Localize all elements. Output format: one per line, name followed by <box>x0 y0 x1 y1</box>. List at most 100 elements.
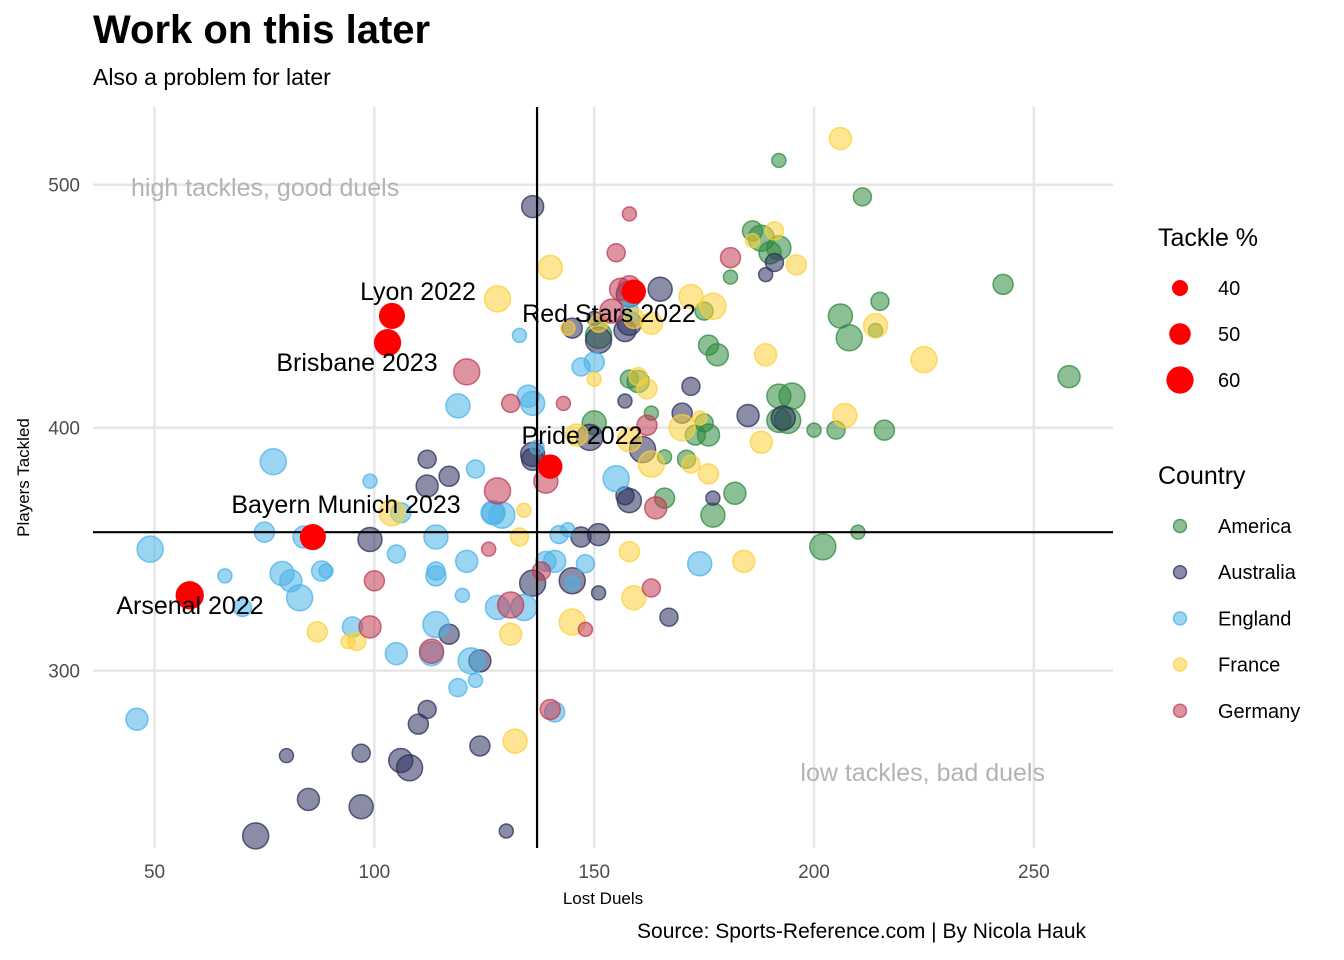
highlighted-point <box>299 523 326 551</box>
point-germany <box>358 615 382 639</box>
point-france <box>586 371 602 387</box>
point-france <box>502 728 528 754</box>
point-australia <box>764 252 785 273</box>
point-australia <box>617 393 633 409</box>
point-america <box>771 152 787 169</box>
point-australia <box>681 376 701 397</box>
point-england <box>285 584 314 612</box>
point-australia <box>757 266 774 283</box>
point-england <box>454 549 479 574</box>
point-france <box>564 423 589 447</box>
point-germany <box>555 395 572 412</box>
legend-title-country: Country <box>1158 462 1246 490</box>
point-france <box>668 413 696 442</box>
legend: Tackle % 40 50 60 Country America Australia Eng… <box>1158 224 1300 723</box>
legend-size-label: 40 <box>1218 278 1240 300</box>
point-england <box>232 597 253 618</box>
point-america <box>809 532 837 561</box>
quadrant-labels: high tackles, good duels low tackles, bad… <box>131 174 1045 787</box>
point-australia <box>438 465 460 488</box>
point-france <box>828 126 853 151</box>
highlight-label: Pride 2022 <box>522 422 643 450</box>
point-germany <box>641 578 662 598</box>
legend-title-tackle: Tackle % <box>1158 224 1258 252</box>
point-france <box>764 221 785 241</box>
point-america <box>696 423 721 447</box>
x-tick-label: 200 <box>798 862 830 883</box>
point-germany <box>418 638 445 664</box>
point-australia <box>351 743 371 763</box>
highlighted-points <box>175 279 646 610</box>
point-england <box>575 553 596 574</box>
chart-subtitle: Also a problem for later <box>93 64 331 90</box>
point-france <box>636 378 658 400</box>
point-america <box>722 269 739 285</box>
point-america <box>778 382 806 410</box>
point-france <box>378 498 406 527</box>
legend-country-label: England <box>1218 608 1291 630</box>
point-france <box>681 454 701 474</box>
point-england <box>445 393 471 419</box>
point-england <box>386 544 407 564</box>
legend-country-key <box>1172 703 1188 719</box>
point-germany <box>577 621 594 638</box>
y-axis-label: Players Tackled <box>14 418 33 537</box>
x-tick-label: 250 <box>1018 862 1050 883</box>
x-tick-label: 100 <box>359 862 391 883</box>
legend-size-key <box>1166 366 1194 394</box>
point-australia <box>586 522 611 547</box>
point-france <box>498 622 523 646</box>
point-france <box>621 585 647 611</box>
point-england <box>519 390 546 417</box>
legend-size-key <box>1169 323 1191 345</box>
point-england <box>362 473 378 489</box>
point-england <box>454 587 471 604</box>
point-england <box>457 647 485 675</box>
highlighted-point <box>378 302 406 329</box>
point-america <box>873 419 896 441</box>
point-germany <box>483 477 512 505</box>
axes: 50 100 150 200 250 300 400 500 Lost Duels Players… <box>14 176 1050 905</box>
y-tick-label: 500 <box>48 176 80 197</box>
highlighted-point <box>621 279 646 304</box>
point-france <box>731 549 756 574</box>
point-england <box>602 464 630 493</box>
point-france <box>483 285 512 313</box>
point-australia <box>736 403 760 428</box>
point-australia <box>296 787 321 812</box>
point-australia <box>417 449 437 470</box>
point-england <box>259 447 288 476</box>
legend-country-label: France <box>1218 655 1280 677</box>
point-england <box>422 610 450 639</box>
chart-caption: Source: Sports-Reference.com | By Nicola… <box>637 920 1086 943</box>
highlight-labels: Lyon 2022 Brisbane 2023 Red Stars 2022 Prid… <box>116 278 696 620</box>
highlighted-point <box>373 329 402 357</box>
x-tick-label: 50 <box>144 862 165 883</box>
point-australia <box>241 822 270 850</box>
point-america <box>700 502 726 528</box>
legend-country-label: America <box>1218 516 1292 538</box>
point-france <box>516 502 532 519</box>
point-england <box>467 672 484 689</box>
highlight-label: Lyon 2022 <box>360 278 476 306</box>
point-france <box>691 410 708 426</box>
legend-size-label: 60 <box>1218 370 1240 392</box>
point-france <box>832 402 858 429</box>
legend-size-label: 50 <box>1218 324 1240 346</box>
scatter-chart: high tackles, good duels low tackles, bad… <box>14 107 1300 905</box>
point-australia <box>647 276 673 302</box>
point-australia <box>520 194 545 219</box>
point-australia <box>705 490 721 506</box>
point-france <box>753 343 778 367</box>
quadrant-label-low: low tackles, bad duels <box>800 759 1045 787</box>
legend-country-key <box>1172 611 1188 626</box>
point-america <box>870 291 890 312</box>
point-england <box>448 677 468 698</box>
point-france <box>697 463 720 485</box>
point-germany <box>531 561 552 581</box>
point-france <box>560 320 576 336</box>
point-france <box>637 450 666 478</box>
point-england <box>384 641 409 666</box>
point-germany <box>496 591 525 619</box>
point-america <box>852 187 873 207</box>
